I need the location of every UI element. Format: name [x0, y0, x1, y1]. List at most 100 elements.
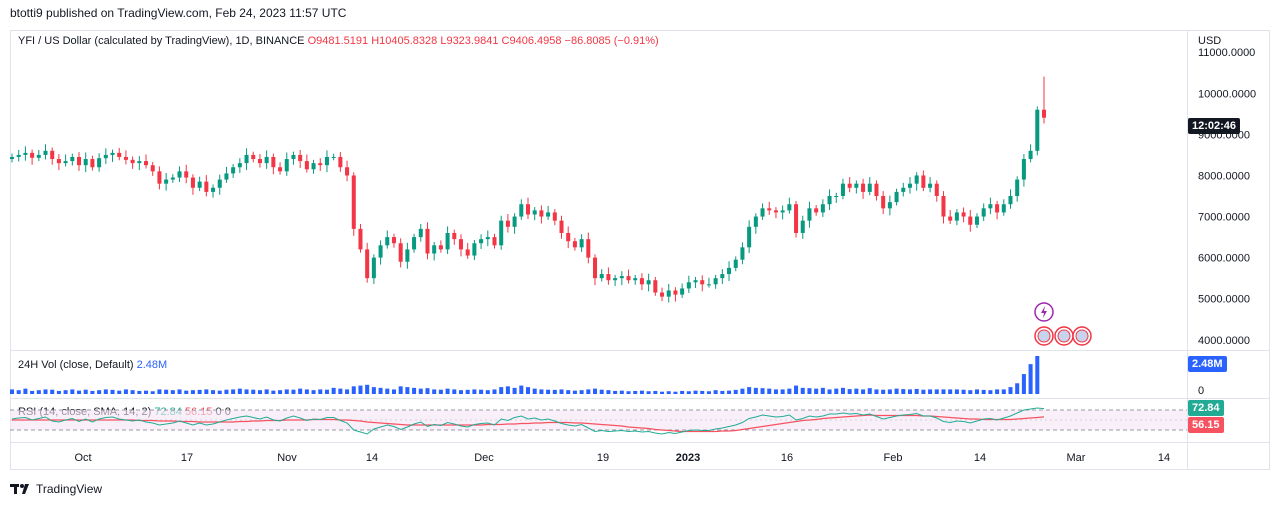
- candle-body: [345, 167, 350, 176]
- volume-bar: [311, 390, 316, 394]
- volume-bar: [110, 389, 115, 394]
- candle-body: [251, 154, 256, 160]
- volume-bar: [445, 388, 450, 394]
- candle-body: [278, 167, 283, 172]
- candle-body: [425, 228, 430, 254]
- time-axis-label: Feb: [884, 452, 903, 464]
- candle-body: [566, 232, 571, 242]
- volume-bar: [351, 386, 356, 394]
- candle-body: [559, 220, 564, 233]
- volume-bar: [452, 389, 457, 394]
- volume-bar: [30, 390, 35, 394]
- candle-body: [921, 175, 926, 188]
- volume-bar: [505, 386, 510, 394]
- price-axis-label: 7000.0000: [1198, 212, 1250, 224]
- volume-bar: [941, 389, 946, 394]
- candle-body: [304, 161, 309, 170]
- candle-body: [211, 187, 216, 192]
- price-axis-label: 8000.0000: [1198, 170, 1250, 182]
- volume-legend[interactable]: 24H Vol (close, Default) 2.48M: [18, 359, 167, 371]
- candle-body: [948, 216, 953, 221]
- candle-body: [177, 171, 182, 178]
- volume-bar: [398, 386, 403, 394]
- price-axis-label: 10000.0000: [1198, 88, 1256, 100]
- candle-body: [572, 241, 577, 248]
- candle-body: [271, 156, 276, 168]
- candle-body: [733, 259, 738, 268]
- candle-body: [30, 152, 35, 158]
- candle-body: [197, 181, 202, 188]
- candle-body: [887, 202, 892, 209]
- candle-body: [318, 163, 323, 166]
- volume-bar: [981, 389, 986, 394]
- volume-bar: [894, 388, 899, 394]
- candle-body: [505, 220, 510, 227]
- candle-body: [740, 247, 745, 260]
- volume-bar: [77, 390, 82, 394]
- ohlc-low: L9323.9841: [440, 35, 499, 47]
- candle-body: [291, 154, 296, 160]
- volume-bar: [606, 390, 611, 394]
- volume-bar: [861, 389, 866, 394]
- volume-bar: [170, 390, 175, 394]
- us-flag-glyph-icon: [1037, 329, 1051, 343]
- candle-body: [432, 245, 437, 254]
- symbol-title[interactable]: YFI / US Dollar (calculated by TradingVi…: [18, 35, 305, 47]
- volume-bar: [144, 390, 149, 394]
- volume-bar: [1001, 389, 1006, 394]
- candle-body: [144, 161, 149, 166]
- candle-body: [854, 183, 859, 188]
- price-axis-separator: [1187, 30, 1188, 470]
- candle-body: [954, 212, 959, 221]
- candle-body: [23, 152, 28, 155]
- volume-bar: [458, 390, 463, 394]
- currency-label[interactable]: USD: [1198, 35, 1222, 47]
- candle-body: [834, 196, 839, 197]
- candle-body: [385, 237, 390, 246]
- footer-brand[interactable]: TradingView: [10, 482, 102, 496]
- volume-bar: [438, 389, 443, 394]
- candle-body: [418, 228, 423, 238]
- candle-body: [539, 210, 544, 217]
- volume-bar: [358, 385, 363, 394]
- candle-body: [237, 163, 242, 168]
- tradingview-logo-icon: [10, 484, 29, 494]
- pane-separator-volume: [10, 350, 1270, 351]
- candle-body: [123, 156, 128, 160]
- volume-bar: [807, 388, 812, 394]
- volume-bar: [995, 389, 1000, 394]
- candle-body: [512, 216, 517, 227]
- candle-body: [546, 212, 551, 217]
- candle-body: [653, 280, 658, 293]
- candle-body: [244, 154, 249, 164]
- chart-legend[interactable]: YFI / US Dollar (calculated by TradingVi…: [18, 35, 659, 47]
- volume-bar: [231, 389, 236, 394]
- candle-body: [365, 249, 370, 279]
- volume-bar: [83, 389, 88, 394]
- volume-bar: [264, 389, 269, 394]
- candle-body: [881, 196, 886, 209]
- time-axis-label: Oct: [74, 452, 91, 464]
- volume-bar: [472, 389, 477, 394]
- candle-body: [773, 210, 778, 213]
- candle-body: [43, 150, 48, 155]
- candle-body: [485, 237, 490, 240]
- candle-body: [646, 280, 651, 285]
- candle-body: [231, 167, 236, 174]
- volume-bar: [331, 387, 336, 394]
- volume-bar: [800, 387, 805, 394]
- candle-body: [727, 267, 732, 275]
- volume-bar: [934, 389, 939, 394]
- volume-bar: [36, 390, 41, 394]
- volume-bar: [787, 388, 792, 394]
- time-axis-label: Mar: [1067, 452, 1086, 464]
- volume-bar: [405, 387, 410, 394]
- time-axis-label: Nov: [277, 452, 297, 464]
- volume-bar: [700, 390, 705, 394]
- volume-bar: [1015, 383, 1020, 394]
- candle-body: [150, 165, 155, 172]
- candle-body: [525, 204, 531, 215]
- volume-bar: [767, 388, 772, 394]
- candle-body: [77, 156, 82, 166]
